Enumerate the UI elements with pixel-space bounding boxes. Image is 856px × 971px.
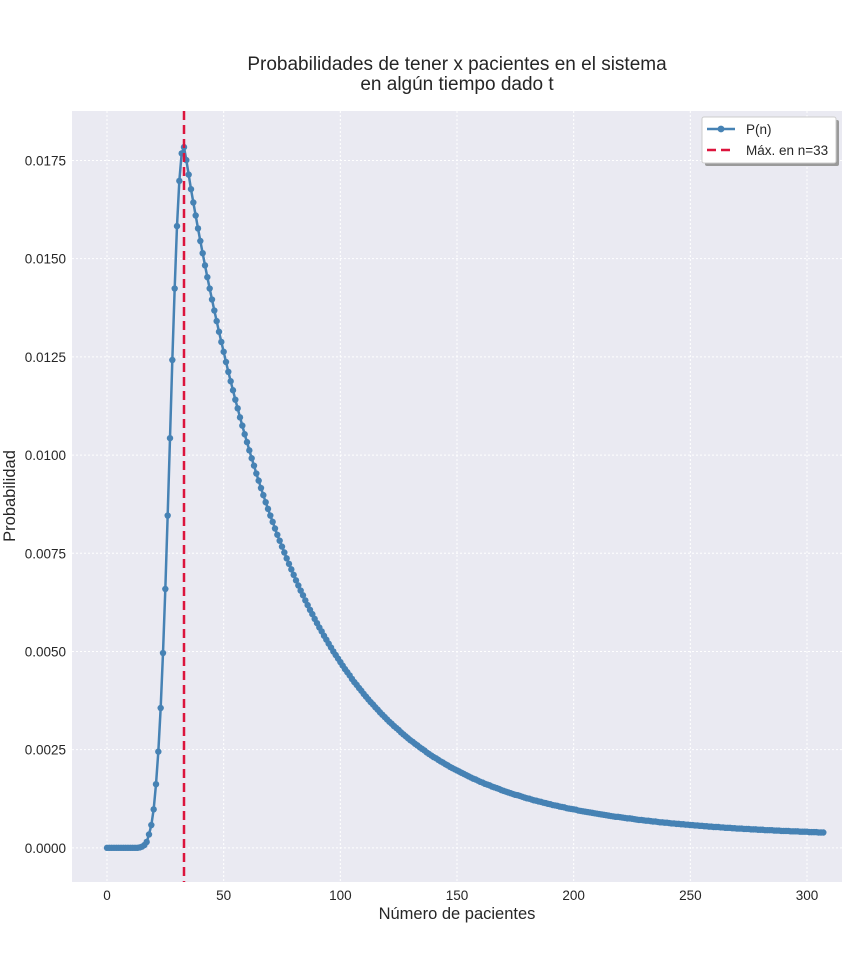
data-point [820, 829, 827, 836]
data-point [185, 171, 192, 178]
data-point [222, 358, 230, 366]
data-point [204, 273, 211, 281]
data-point [229, 387, 237, 394]
data-point [283, 555, 290, 562]
data-point [234, 405, 241, 412]
data-point [248, 455, 255, 462]
legend-max-label: Máx. en n=33 [746, 143, 828, 158]
legend: P(n) Máx. en n=33 [701, 116, 839, 166]
data-point [288, 566, 295, 573]
chart-title-line-2: en algún tiempo dado t [360, 74, 554, 95]
data-point [206, 285, 213, 292]
data-point [220, 348, 227, 355]
data-point [176, 177, 183, 185]
data-point [199, 249, 206, 257]
data-point [152, 781, 160, 788]
data-point [309, 610, 316, 618]
grid-lines [72, 111, 842, 882]
data-point [250, 462, 258, 469]
data-point [295, 582, 302, 589]
data-point [194, 225, 202, 232]
y-tick-labels: 0.0000 0.0025 0.0050 0.0075 0.0100 0.0125 0.01… [25, 153, 66, 855]
data-point [267, 512, 274, 519]
x-tick-label: 50 [216, 888, 231, 903]
x-tick-label: 0 [103, 888, 111, 903]
data-point [236, 414, 244, 421]
data-point [150, 806, 157, 813]
data-point [215, 328, 223, 335]
data-point [276, 537, 283, 544]
y-tick-label: 0.0150 [25, 252, 66, 267]
data-point [187, 185, 195, 193]
data-point [260, 491, 267, 499]
chart-title-line-1: Probabilidades de tener x pacientes en e… [247, 54, 667, 75]
data-point [218, 338, 225, 346]
data-point [145, 831, 153, 838]
data-point [227, 378, 234, 385]
data-point [159, 649, 167, 657]
x-axis-label: Número de pacientes [379, 905, 536, 923]
y-tick-label: 0.0000 [25, 841, 66, 856]
data-point [253, 470, 260, 477]
data-point [173, 222, 181, 230]
x-tick-label: 100 [329, 888, 352, 903]
data-point [201, 262, 209, 269]
data-point [225, 368, 232, 375]
data-point [164, 512, 171, 519]
y-tick-label: 0.0125 [25, 350, 66, 365]
y-tick-label: 0.0050 [25, 644, 66, 659]
legend-box [701, 116, 837, 164]
data-point [197, 237, 204, 245]
data-point [274, 531, 281, 538]
x-tick-label: 150 [446, 888, 469, 903]
data-point [155, 748, 162, 755]
data-point [246, 447, 253, 454]
data-point [241, 431, 248, 438]
data-point [192, 212, 199, 219]
data-point [171, 285, 178, 292]
data-point [166, 434, 174, 442]
data-point [264, 505, 272, 513]
data-point [239, 422, 246, 429]
series-points-pn [103, 143, 827, 852]
y-tick-label: 0.0175 [25, 153, 66, 168]
data-point [213, 317, 220, 325]
data-point [211, 307, 218, 314]
data-point [169, 356, 176, 364]
data-point [285, 560, 293, 568]
data-point [148, 821, 155, 829]
data-point [162, 585, 169, 593]
data-point [257, 484, 265, 492]
data-point [232, 396, 239, 403]
x-tick-labels: 0 50 100 150 200 250 300 [103, 888, 818, 903]
data-point [271, 525, 279, 532]
data-point [190, 199, 197, 206]
y-tick-label: 0.0075 [25, 546, 66, 561]
legend-series-marker [717, 125, 725, 133]
y-tick-label: 0.0100 [25, 448, 66, 463]
data-point [292, 577, 300, 584]
data-point [255, 477, 262, 484]
y-tick-label: 0.0025 [25, 743, 66, 758]
legend-series-label: P(n) [746, 122, 772, 137]
data-point [243, 438, 251, 446]
x-tick-label: 300 [796, 888, 819, 903]
data-point [143, 838, 150, 846]
data-point [290, 571, 297, 579]
data-point [278, 543, 286, 550]
data-point [262, 499, 269, 506]
data-point [208, 296, 216, 303]
x-tick-label: 200 [562, 888, 585, 903]
data-point [281, 549, 288, 556]
data-point [157, 704, 164, 712]
y-axis-label: Probabilidad [1, 450, 19, 542]
data-point [269, 518, 276, 526]
data-point [299, 592, 307, 599]
x-tick-label: 250 [679, 888, 702, 903]
